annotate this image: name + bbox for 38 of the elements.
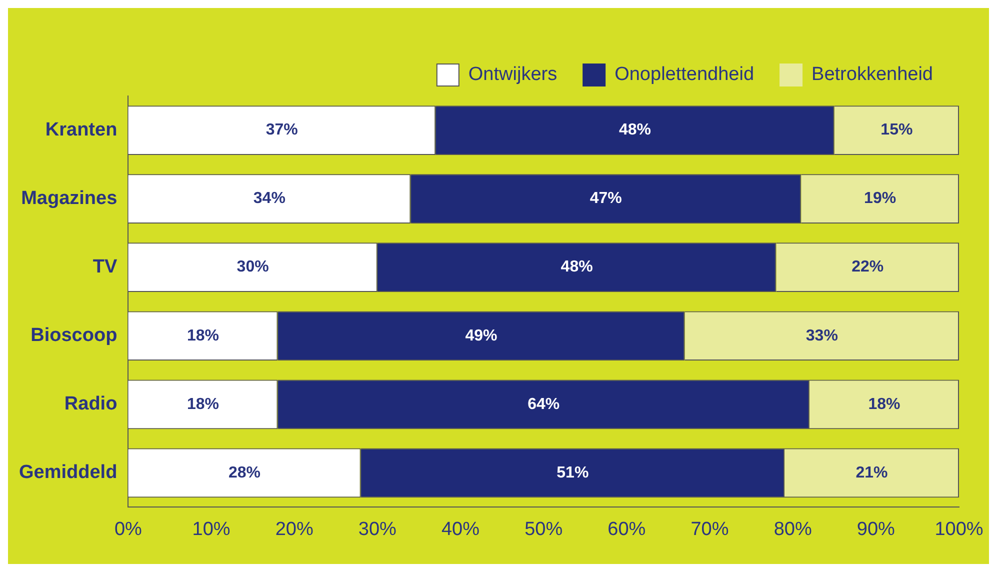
y-tick-label: Bioscoop bbox=[30, 325, 118, 346]
data-label: 30% bbox=[236, 258, 269, 276]
y-tick-label: Kranten bbox=[45, 120, 118, 140]
data-label: 51% bbox=[556, 464, 589, 482]
data-label: 19% bbox=[864, 190, 896, 208]
x-tick-label: 90% bbox=[856, 518, 896, 540]
x-tick-label: 50% bbox=[524, 518, 563, 540]
x-tick-label: 70% bbox=[690, 518, 729, 540]
data-label: 47% bbox=[590, 190, 622, 208]
x-tick-label: 30% bbox=[358, 518, 397, 540]
y-tick-label: Magazines bbox=[21, 188, 118, 210]
data-label: 48% bbox=[560, 258, 593, 276]
x-tick-label: 10% bbox=[192, 518, 230, 540]
data-label: 15% bbox=[880, 122, 913, 139]
data-label: 18% bbox=[868, 396, 900, 413]
data-label: 37% bbox=[266, 122, 298, 139]
y-tick-label: Gemiddeld bbox=[18, 462, 118, 484]
x-tick-label: 60% bbox=[608, 518, 646, 540]
data-label: 18% bbox=[186, 396, 219, 413]
legend-label: Onoplettendheid bbox=[614, 64, 754, 86]
data-label: 34% bbox=[253, 190, 286, 208]
data-label: 22% bbox=[852, 258, 884, 276]
x-tick-label: 80% bbox=[774, 518, 812, 540]
x-tick-label: 40% bbox=[441, 518, 480, 540]
x-tick-label: 100% bbox=[934, 518, 984, 540]
legend-label: Ontwijkers bbox=[468, 64, 558, 86]
x-tick-label: 0% bbox=[114, 518, 142, 540]
data-label: 18% bbox=[186, 327, 219, 344]
data-label: 48% bbox=[618, 122, 651, 139]
data-label: 49% bbox=[465, 327, 498, 344]
data-label: 64% bbox=[528, 396, 560, 413]
data-label: 33% bbox=[806, 327, 838, 344]
data-label: 28% bbox=[228, 464, 261, 482]
x-tick-label: 20% bbox=[275, 518, 314, 540]
legend-label: Betrokkenheid bbox=[812, 64, 933, 86]
data-label: 21% bbox=[856, 464, 888, 482]
y-tick-label: Radio bbox=[64, 394, 118, 415]
y-tick-label: TV bbox=[92, 256, 118, 278]
